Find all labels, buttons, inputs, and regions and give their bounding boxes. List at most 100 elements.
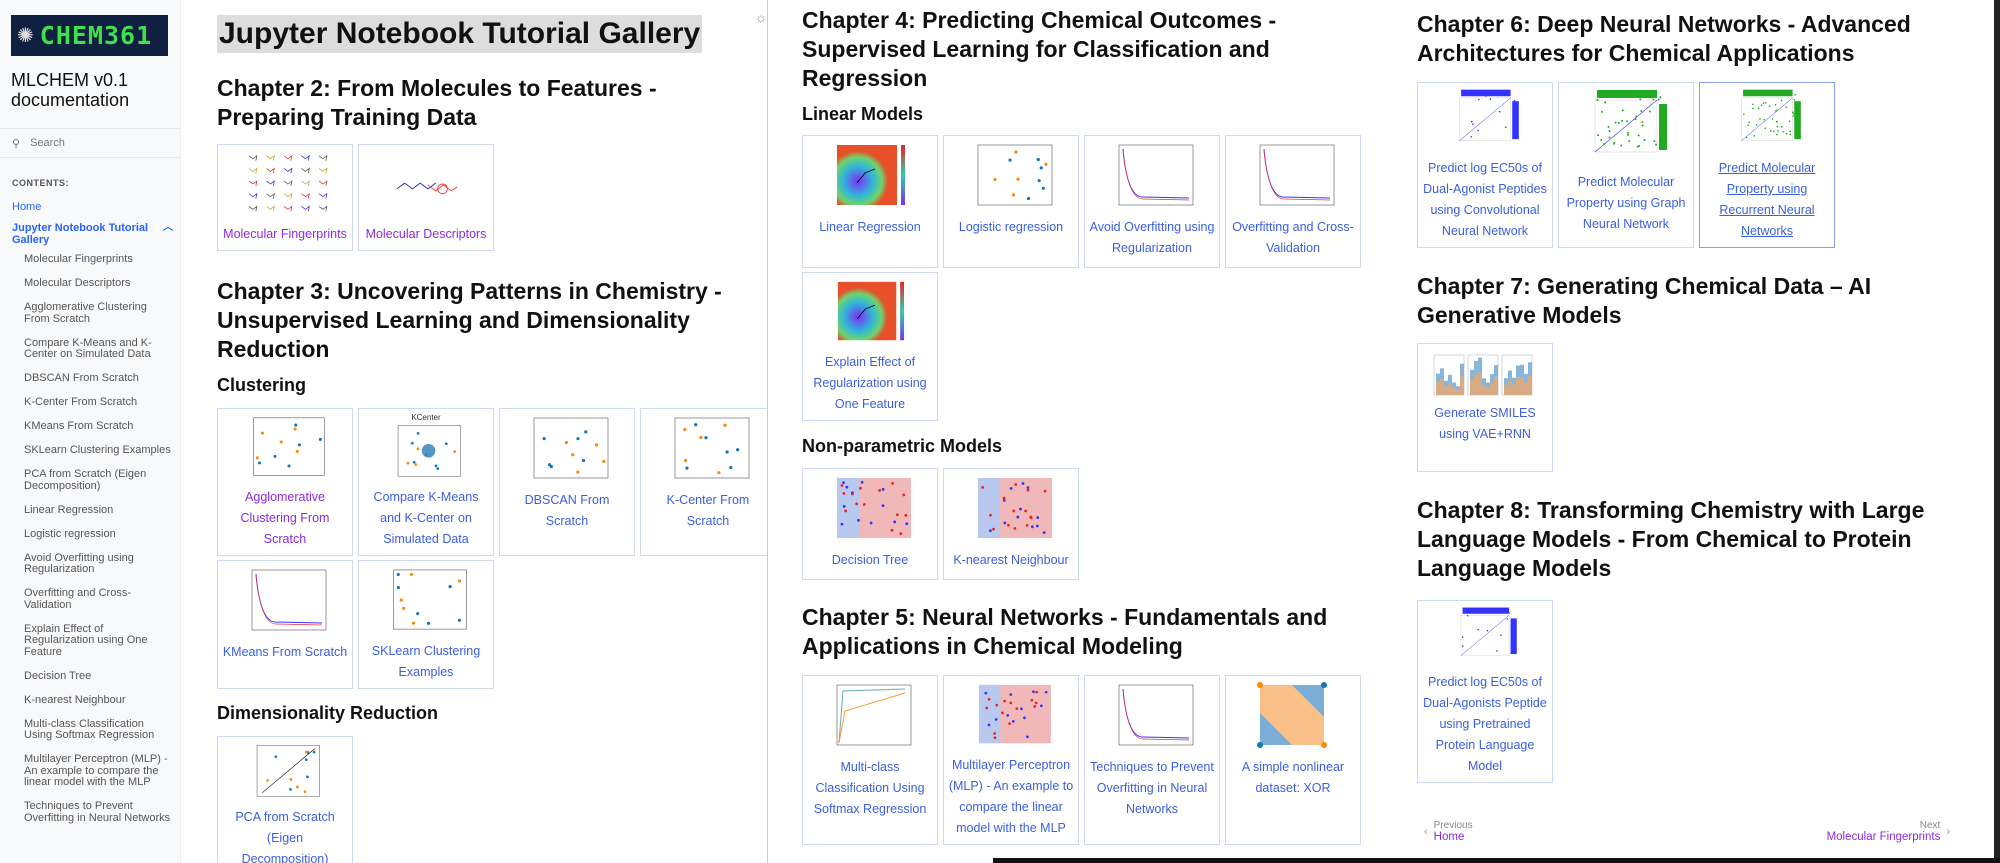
sidebar-item[interactable]: Molecular Descriptors <box>24 277 131 289</box>
sidebar-item[interactable]: Molecular Fingerprints <box>24 253 133 265</box>
sidebar-item[interactable]: Multilayer Perceptron (MLP) - An example… <box>24 753 168 788</box>
gallery-card[interactable]: Avoid Overfitting using Regularization <box>1084 135 1220 268</box>
scatter-thumbnail <box>533 417 609 479</box>
doc-title[interactable]: MLCHEM v0.1 documentation <box>11 70 130 110</box>
ch5-cards: Multi-class Classification Using Softmax… <box>802 675 1361 845</box>
gallery-card-title: Molecular Descriptors <box>365 227 487 241</box>
gallery-card[interactable]: Techniques to Prevent Overfitting in Neu… <box>1084 675 1220 845</box>
gallery-label: Jupyter Notebook Tutorial Gallery <box>12 222 149 246</box>
gallery-card[interactable]: Predict Molecular Property using Recurre… <box>1699 82 1835 248</box>
regions-thumbnail <box>978 478 1052 538</box>
sidebar-item[interactable]: Multi-class Classification Using Softmax… <box>24 717 155 741</box>
chevron-up-icon[interactable]: ︿ <box>163 222 173 233</box>
linear-models-heading: Linear Models <box>802 104 924 124</box>
ch4-cards-row1: Linear Regression Logistic regression Avoi… <box>802 135 1361 268</box>
gallery-card[interactable]: Overfitting and Cross-Validation <box>1225 135 1361 268</box>
gallery-card[interactable]: Predict log EC50s of Dual-Agonists Pepti… <box>1417 600 1553 783</box>
gallery-view-top: ✺ CHEM361 MLCHEM v0.1 documentation ⚲ Se… <box>0 0 768 863</box>
gallery-card[interactable]: K-nearest Neighbour <box>943 468 1079 580</box>
next-link-text: Molecular Fingerprints <box>1826 831 1941 843</box>
chapter-2-heading: Chapter 2: From Molecules to Features - … <box>217 75 657 130</box>
xor-thumbnail <box>1257 682 1327 748</box>
gallery-card[interactable]: Decision Tree <box>802 468 938 580</box>
gallery-card[interactable]: Logistic regression <box>943 135 1079 268</box>
roc-thumbnail <box>836 684 912 746</box>
gallery-card[interactable]: A simple nonlinear dataset: XOR <box>1225 675 1361 845</box>
ch3-cards-row1: Agglomerative Clustering From Scratch KCe… <box>217 408 767 556</box>
sidebar-item[interactable]: Decision Tree <box>24 669 92 682</box>
gallery-view-middle: Chapter 4: Predicting Chemical Outcomes … <box>780 0 1378 863</box>
gallery-card[interactable]: K-Center From Scratch <box>640 408 767 556</box>
sidebar-item[interactable]: Techniques to Prevent Overfitting in Neu… <box>24 800 171 824</box>
sidebar-nav: Home Jupyter Notebook Tutorial Gallery ︿ … <box>0 199 181 837</box>
gallery-card[interactable]: Generate SMILES using VAE+RNN <box>1417 343 1553 472</box>
gallery-card[interactable]: Explain Effect of Regularization using O… <box>802 272 938 421</box>
gallery-view-bottom: Chapter 6: Deep Neural Networks - Advanc… <box>1378 0 2000 863</box>
chapter-7-heading: Chapter 7: Generating Chemical Data – AI… <box>1417 273 1872 328</box>
sidebar-item[interactable]: Explain Effect of Regularization using O… <box>24 622 148 658</box>
gallery-card-title: A simple nonlinear dataset: XOR <box>1241 760 1345 795</box>
search-placeholder: Search <box>30 137 65 149</box>
regions-thumbnail <box>978 684 1051 744</box>
sidebar-item[interactable]: K-Center From Scratch <box>24 396 138 408</box>
gallery-card-title: Molecular Fingerprints <box>223 227 347 241</box>
molecule-thumbnail <box>396 182 458 195</box>
sidebar-item[interactable]: Agglomerative Clustering From Scratch <box>24 301 147 325</box>
gallery-card[interactable]: SKLearn Clustering Examples <box>358 560 494 689</box>
page-title: Jupyter Notebook Tutorial Gallery <box>217 15 703 53</box>
previous-label: Previous <box>1433 820 1473 831</box>
previous-page-link[interactable]: ‹ Previous Home <box>1424 820 1473 843</box>
previous-link-text: Home <box>1433 831 1465 843</box>
scatter-line-thumbnail <box>256 745 320 797</box>
gallery-card-title: Generate SMILES using VAE+RNN <box>1434 406 1536 441</box>
sidebar-item[interactable]: DBSCAN From Scratch <box>24 372 139 384</box>
molecule-grid-thumbnail <box>248 154 328 212</box>
sidebar-item-home[interactable]: Home <box>12 201 42 213</box>
sidebar-item[interactable]: SKLearn Clustering Examples <box>24 444 171 456</box>
sidebar-item[interactable]: Linear Regression <box>24 503 114 516</box>
scatter-thumbnail <box>674 417 750 479</box>
chevron-left-icon: ‹ <box>1424 825 1428 838</box>
chapter-3-heading: Chapter 3: Uncovering Patterns in Chemis… <box>217 278 722 362</box>
sidebar-item-gallery[interactable]: Jupyter Notebook Tutorial Gallery ︿ <box>0 220 181 248</box>
ch6-cards: Predict log EC50s of Dual-Agonist Peptid… <box>1417 82 1835 248</box>
next-page-link[interactable]: Next Molecular Fingerprints › <box>1827 820 1950 843</box>
regions-thumbnail <box>837 478 911 538</box>
gallery-card[interactable]: DBSCAN From Scratch <box>499 408 635 556</box>
clustering-heading: Clustering <box>217 375 307 395</box>
gallery-card-title: K-Center From Scratch <box>666 493 750 528</box>
joint-plot-thumbnail <box>1460 607 1517 656</box>
gallery-card[interactable]: Linear Regression <box>802 135 938 268</box>
sidebar-item[interactable]: K-nearest Neighbour <box>24 693 126 706</box>
brain-circuit-icon: ✺ <box>17 25 34 47</box>
gallery-card[interactable]: KCenter Compare K-Means and K-Center on S… <box>358 408 494 556</box>
gallery-card-title: Multi-class Classification Using Softmax… <box>813 760 927 816</box>
gallery-card[interactable]: PCA from Scratch (Eigen Decomposition) <box>217 736 353 863</box>
dimensionality-reduction-heading: Dimensionality Reduction <box>217 703 439 723</box>
search-input[interactable]: ⚲ Search <box>0 128 181 158</box>
gallery-card-title: Avoid Overfitting using Regularization <box>1089 220 1215 255</box>
gallery-card[interactable]: Molecular Fingerprints <box>217 144 353 251</box>
gallery-card[interactable]: Predict log EC50s of Dual-Agonist Peptid… <box>1417 82 1553 248</box>
logo[interactable]: ✺ CHEM361 <box>11 15 168 56</box>
heatmap-thumbnail <box>837 145 905 205</box>
gallery-card[interactable]: Predict Molecular Property using Graph N… <box>1558 82 1694 248</box>
gallery-card[interactable]: Agglomerative Clustering From Scratch <box>217 408 353 556</box>
line-thumbnail <box>1259 144 1335 206</box>
gallery-card-title: Predict log EC50s of Dual-Agonists Pepti… <box>1423 675 1547 773</box>
sidebar-item[interactable]: PCA from Scratch (Eigen Decomposition) <box>24 468 147 492</box>
gallery-card[interactable]: KMeans From Scratch <box>217 560 353 689</box>
sidebar-item[interactable]: KMeans From Scratch <box>24 420 134 432</box>
gallery-card-title: Decision Tree <box>831 553 909 567</box>
theme-toggle-icon[interactable]: ☼ <box>755 10 767 25</box>
gallery-card[interactable]: Molecular Descriptors <box>358 144 494 251</box>
gallery-card[interactable]: Multilayer Perceptron (MLP) - An example… <box>943 675 1079 845</box>
gallery-card[interactable]: Multi-class Classification Using Softmax… <box>802 675 938 845</box>
line-thumbnail <box>251 569 327 631</box>
contents-label: CONTENTS: <box>12 178 69 188</box>
line-thumbnail <box>1118 144 1194 206</box>
sidebar-item[interactable]: Avoid Overfitting using Regularization <box>24 551 134 575</box>
sidebar-item[interactable]: Logistic regression <box>24 527 116 540</box>
sidebar-item[interactable]: Compare K-Means and K-Center on Simulate… <box>24 336 152 360</box>
sidebar-item[interactable]: Overfitting and Cross-Validation <box>24 587 131 611</box>
